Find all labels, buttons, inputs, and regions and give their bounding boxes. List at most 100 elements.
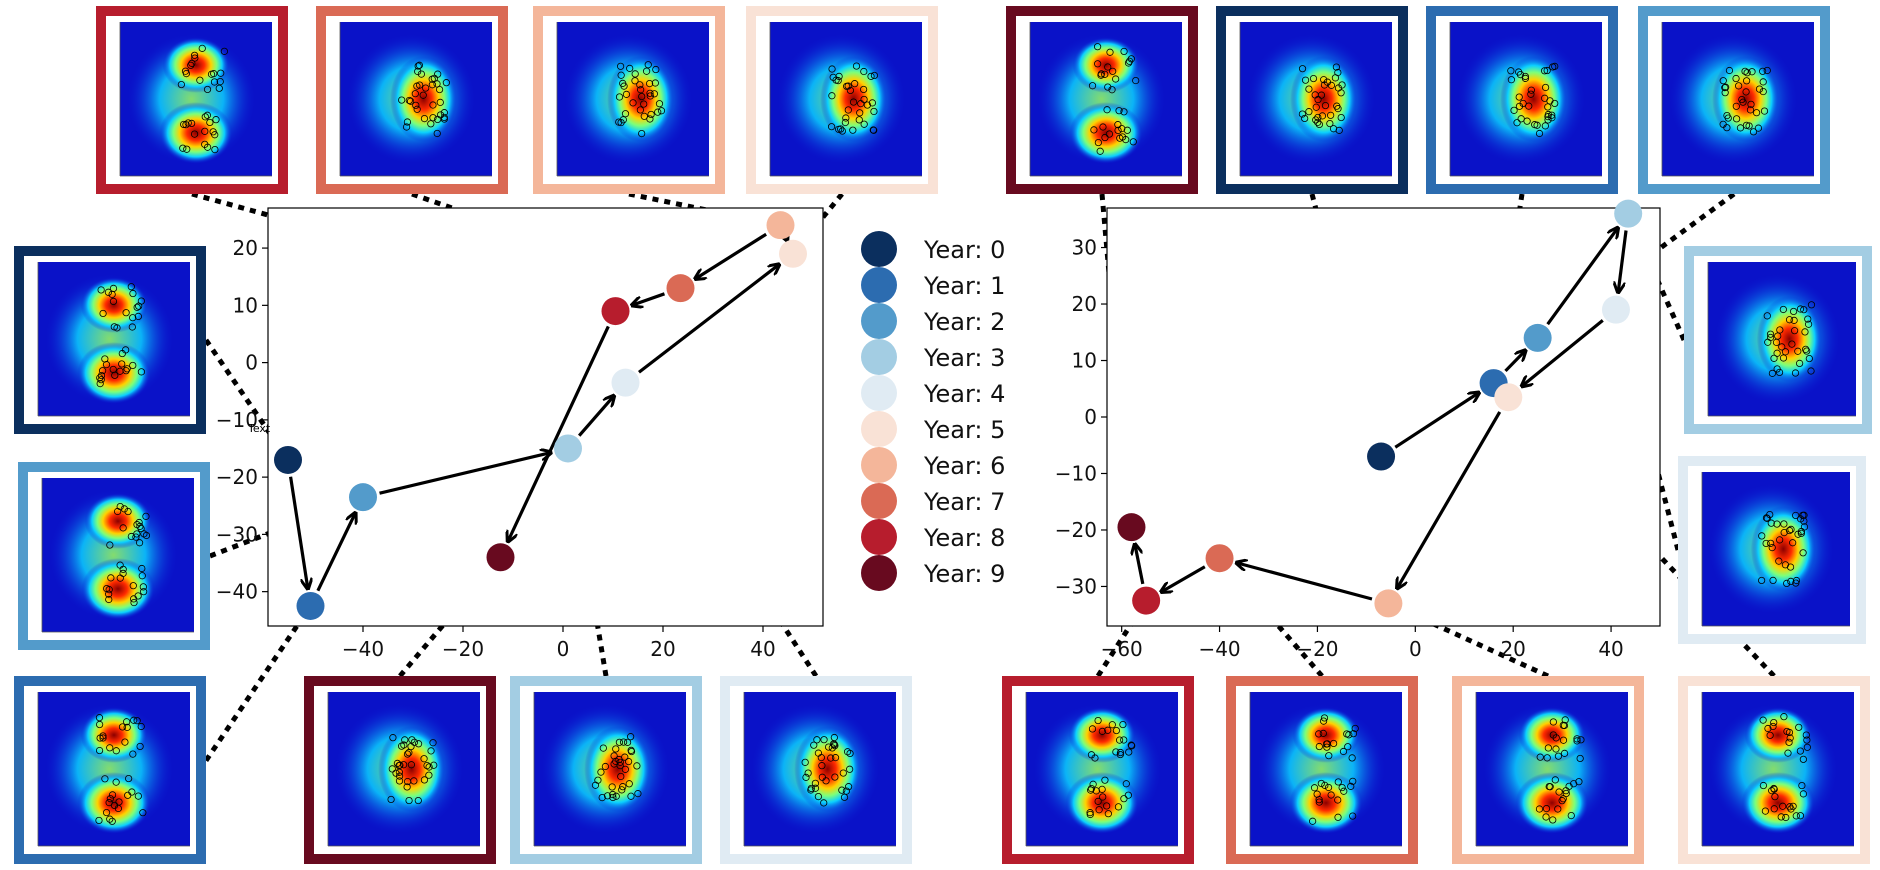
sample-marker <box>1548 114 1556 122</box>
point-year-8 <box>601 297 630 326</box>
y-tick-label: 30 <box>1072 236 1097 260</box>
sample-marker <box>831 754 840 762</box>
sample-marker <box>1103 106 1111 114</box>
point-year-2 <box>1523 323 1552 352</box>
sample-marker <box>646 92 654 100</box>
sample-marker <box>633 762 641 770</box>
sample-marker <box>1754 124 1763 132</box>
sample-marker <box>217 69 225 77</box>
heatmap-hotspot <box>1072 37 1140 93</box>
sample-marker <box>1315 730 1323 738</box>
sample-marker <box>137 722 145 731</box>
sample-marker <box>129 582 137 590</box>
sample-marker <box>838 127 846 135</box>
sample-marker <box>631 77 639 85</box>
sample-marker <box>414 740 423 748</box>
sample-marker <box>206 118 214 127</box>
trajectory-arrow-7-8 <box>632 292 665 306</box>
sample-marker <box>655 100 664 108</box>
sample-marker <box>414 62 422 70</box>
heatmap-hotspot <box>584 725 652 813</box>
sample-marker <box>1549 718 1557 726</box>
sample-marker <box>1558 797 1566 805</box>
sample-marker <box>215 84 223 92</box>
sample-marker <box>634 790 642 798</box>
sample-marker <box>139 809 147 817</box>
sample-marker <box>1766 330 1775 338</box>
sample-marker <box>1801 328 1809 336</box>
sample-marker <box>129 750 137 758</box>
sample-marker <box>1769 722 1777 731</box>
trajectory-arrow-1-2 <box>1504 350 1525 373</box>
x-tick-label: −40 <box>1198 637 1240 661</box>
right-plot-frame <box>1106 207 1661 627</box>
sample-marker <box>1554 805 1562 813</box>
sample-marker <box>99 734 107 742</box>
sample-marker <box>1114 126 1122 135</box>
sample-marker <box>1535 129 1544 138</box>
sample-marker <box>111 371 119 379</box>
sample-marker <box>835 125 843 133</box>
sample-marker <box>400 741 408 749</box>
sample-marker <box>1741 67 1749 75</box>
legend-label: Year: 7 <box>923 488 1005 516</box>
sample-marker <box>121 738 129 746</box>
sample-marker <box>97 371 106 380</box>
thumbnail-year-6 <box>533 6 725 194</box>
sample-marker <box>1766 510 1774 519</box>
legend-marker <box>861 411 897 447</box>
sample-marker <box>1763 66 1771 75</box>
point-year-6 <box>766 211 795 240</box>
thumbnail-year-5 <box>1678 676 1870 864</box>
sample-marker <box>1320 714 1329 722</box>
sample-marker <box>1748 68 1756 76</box>
legend-entry-year-4: Year: 4 <box>861 375 1005 411</box>
trajectory-arrow-5-6 <box>786 238 787 241</box>
sample-marker <box>870 71 879 80</box>
sample-marker <box>201 127 209 135</box>
y-tick-label: −20 <box>216 465 258 489</box>
sample-marker <box>1794 530 1802 538</box>
thumbnail-year-2 <box>18 462 210 650</box>
sample-marker <box>814 792 822 801</box>
sample-marker <box>133 521 141 529</box>
y-tick-label: 10 <box>1072 349 1097 373</box>
sample-marker <box>1777 813 1785 821</box>
sample-marker <box>1790 327 1799 335</box>
sample-marker <box>1763 514 1771 523</box>
sample-marker <box>846 765 854 773</box>
sample-marker <box>1792 579 1800 587</box>
sample-marker <box>1109 67 1117 75</box>
sample-marker <box>398 96 406 104</box>
sample-marker <box>1784 749 1792 757</box>
sample-marker <box>203 111 211 119</box>
sample-marker <box>407 761 416 769</box>
sample-marker <box>1315 120 1323 128</box>
sample-marker <box>395 772 404 780</box>
y-tick-label: 10 <box>233 293 258 317</box>
sample-marker <box>1310 784 1319 792</box>
sample-marker <box>645 80 654 88</box>
sample-marker <box>845 783 853 791</box>
sample-marker <box>1746 106 1755 114</box>
thumbnail-year-9 <box>304 676 496 864</box>
thumbnail-year-1 <box>14 676 206 864</box>
sample-marker <box>210 78 219 86</box>
sample-marker <box>1115 107 1123 115</box>
sample-marker <box>1780 529 1788 537</box>
sample-marker <box>403 783 411 791</box>
sample-marker <box>220 47 228 55</box>
sample-marker <box>133 717 141 725</box>
sample-marker <box>1115 736 1124 744</box>
sample-marker <box>187 61 195 69</box>
sample-marker <box>843 748 852 756</box>
left-trajectory-arrows <box>289 234 788 592</box>
sample-marker <box>1309 74 1318 83</box>
sample-marker <box>636 106 644 114</box>
trajectory-arrow-4-5 <box>1521 319 1604 386</box>
thumbnail-year-3 <box>1684 246 1872 434</box>
sample-marker <box>403 777 412 786</box>
sample-marker <box>855 116 863 124</box>
y-tick-label: −30 <box>1055 574 1097 598</box>
sample-marker <box>1565 782 1573 790</box>
